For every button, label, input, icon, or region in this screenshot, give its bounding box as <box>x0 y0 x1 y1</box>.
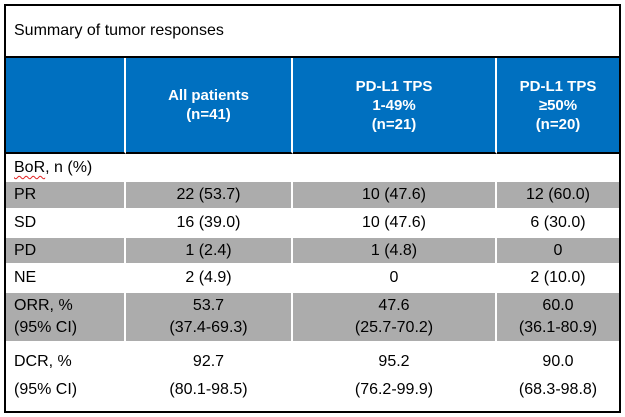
data-cell: 60.0 (36.1-80.9) <box>497 293 619 343</box>
stat-label-line: ORR, % <box>14 297 73 314</box>
stat-ci: (25.7-70.2) <box>354 319 434 336</box>
data-cell: 47.6 (25.7-70.2) <box>293 293 497 343</box>
data-cell: 10 (47.6) <box>293 210 497 238</box>
header-line: (n=41) <box>186 106 231 123</box>
data-cell: 16 (39.0) <box>126 210 293 238</box>
data-cell: 22 (53.7) <box>126 182 293 210</box>
row-label-pd: PD <box>6 238 126 265</box>
row-label-dcr: DCR, % (95% CI) <box>6 343 126 409</box>
stat-pct: 60.0 <box>542 297 574 314</box>
stat-label-line: (95% CI) <box>14 381 78 398</box>
data-cell: 2 (10.0) <box>497 265 619 293</box>
stat-ci: (80.1-98.5) <box>169 381 248 398</box>
stat-pct: 90.0 <box>542 353 574 370</box>
data-cell: 10 (47.6) <box>293 182 497 210</box>
data-cell: 95.2 (76.2-99.9) <box>293 343 497 409</box>
data-cell: 53.7 (37.4-69.3) <box>126 293 293 343</box>
table-grid: Summary of tumor responses All patients … <box>6 6 619 411</box>
stat-ci: (37.4-69.3) <box>169 319 248 336</box>
data-cell: 1 (4.8) <box>293 238 497 265</box>
stat-label-line: (95% CI) <box>14 319 78 336</box>
stat-label-line: DCR, % <box>14 353 72 370</box>
section-suffix: , n (%) <box>45 159 93 176</box>
section-row-bor: BoR, n (%) <box>6 154 619 182</box>
data-cell: 90.0 (68.3-98.8) <box>497 343 619 409</box>
tumor-response-table: Summary of tumor responses All patients … <box>4 4 621 413</box>
header-line: PD-L1 TPS <box>519 77 597 95</box>
header-line: All patients <box>168 87 249 104</box>
data-cell: 12 (60.0) <box>497 182 619 210</box>
column-header-all-patients: All patients (n=41) <box>126 58 293 154</box>
row-label-ne: NE <box>6 265 126 293</box>
header-line: PD-L1 TPS <box>355 77 433 95</box>
data-cell: 0 <box>293 265 497 293</box>
stat-ci: (36.1-80.9) <box>518 319 598 336</box>
stat-pct: 47.6 <box>378 297 410 314</box>
stat-ci: (68.3-98.8) <box>518 381 598 398</box>
header-line: (n=21) <box>371 115 417 133</box>
stat-pct: 53.7 <box>192 297 225 314</box>
header-empty-cell <box>6 58 126 154</box>
stat-pct: 95.2 <box>378 353 410 370</box>
column-header-pdl1-1-49: PD-L1 TPS 1-49% (n=21) <box>293 58 497 154</box>
data-cell: 1 (2.4) <box>126 238 293 265</box>
data-cell: 0 <box>497 238 619 265</box>
data-cell: 92.7 (80.1-98.5) <box>126 343 293 409</box>
stat-pct: 92.7 <box>192 353 225 370</box>
row-label-orr: ORR, % (95% CI) <box>6 293 126 343</box>
stat-ci: (76.2-99.9) <box>354 381 434 398</box>
row-label-pr: PR <box>6 182 126 210</box>
table-title: Summary of tumor responses <box>6 6 619 58</box>
column-header-pdl1-ge50: PD-L1 TPS ≥50% (n=20) <box>497 58 619 154</box>
section-term: BoR <box>14 159 46 176</box>
data-cell: 2 (4.9) <box>126 265 293 293</box>
header-line: (n=20) <box>535 115 581 133</box>
data-cell: 6 (30.0) <box>497 210 619 238</box>
header-line: ≥50% <box>538 96 578 114</box>
header-line: 1-49% <box>372 96 416 114</box>
row-label-sd: SD <box>6 210 126 238</box>
